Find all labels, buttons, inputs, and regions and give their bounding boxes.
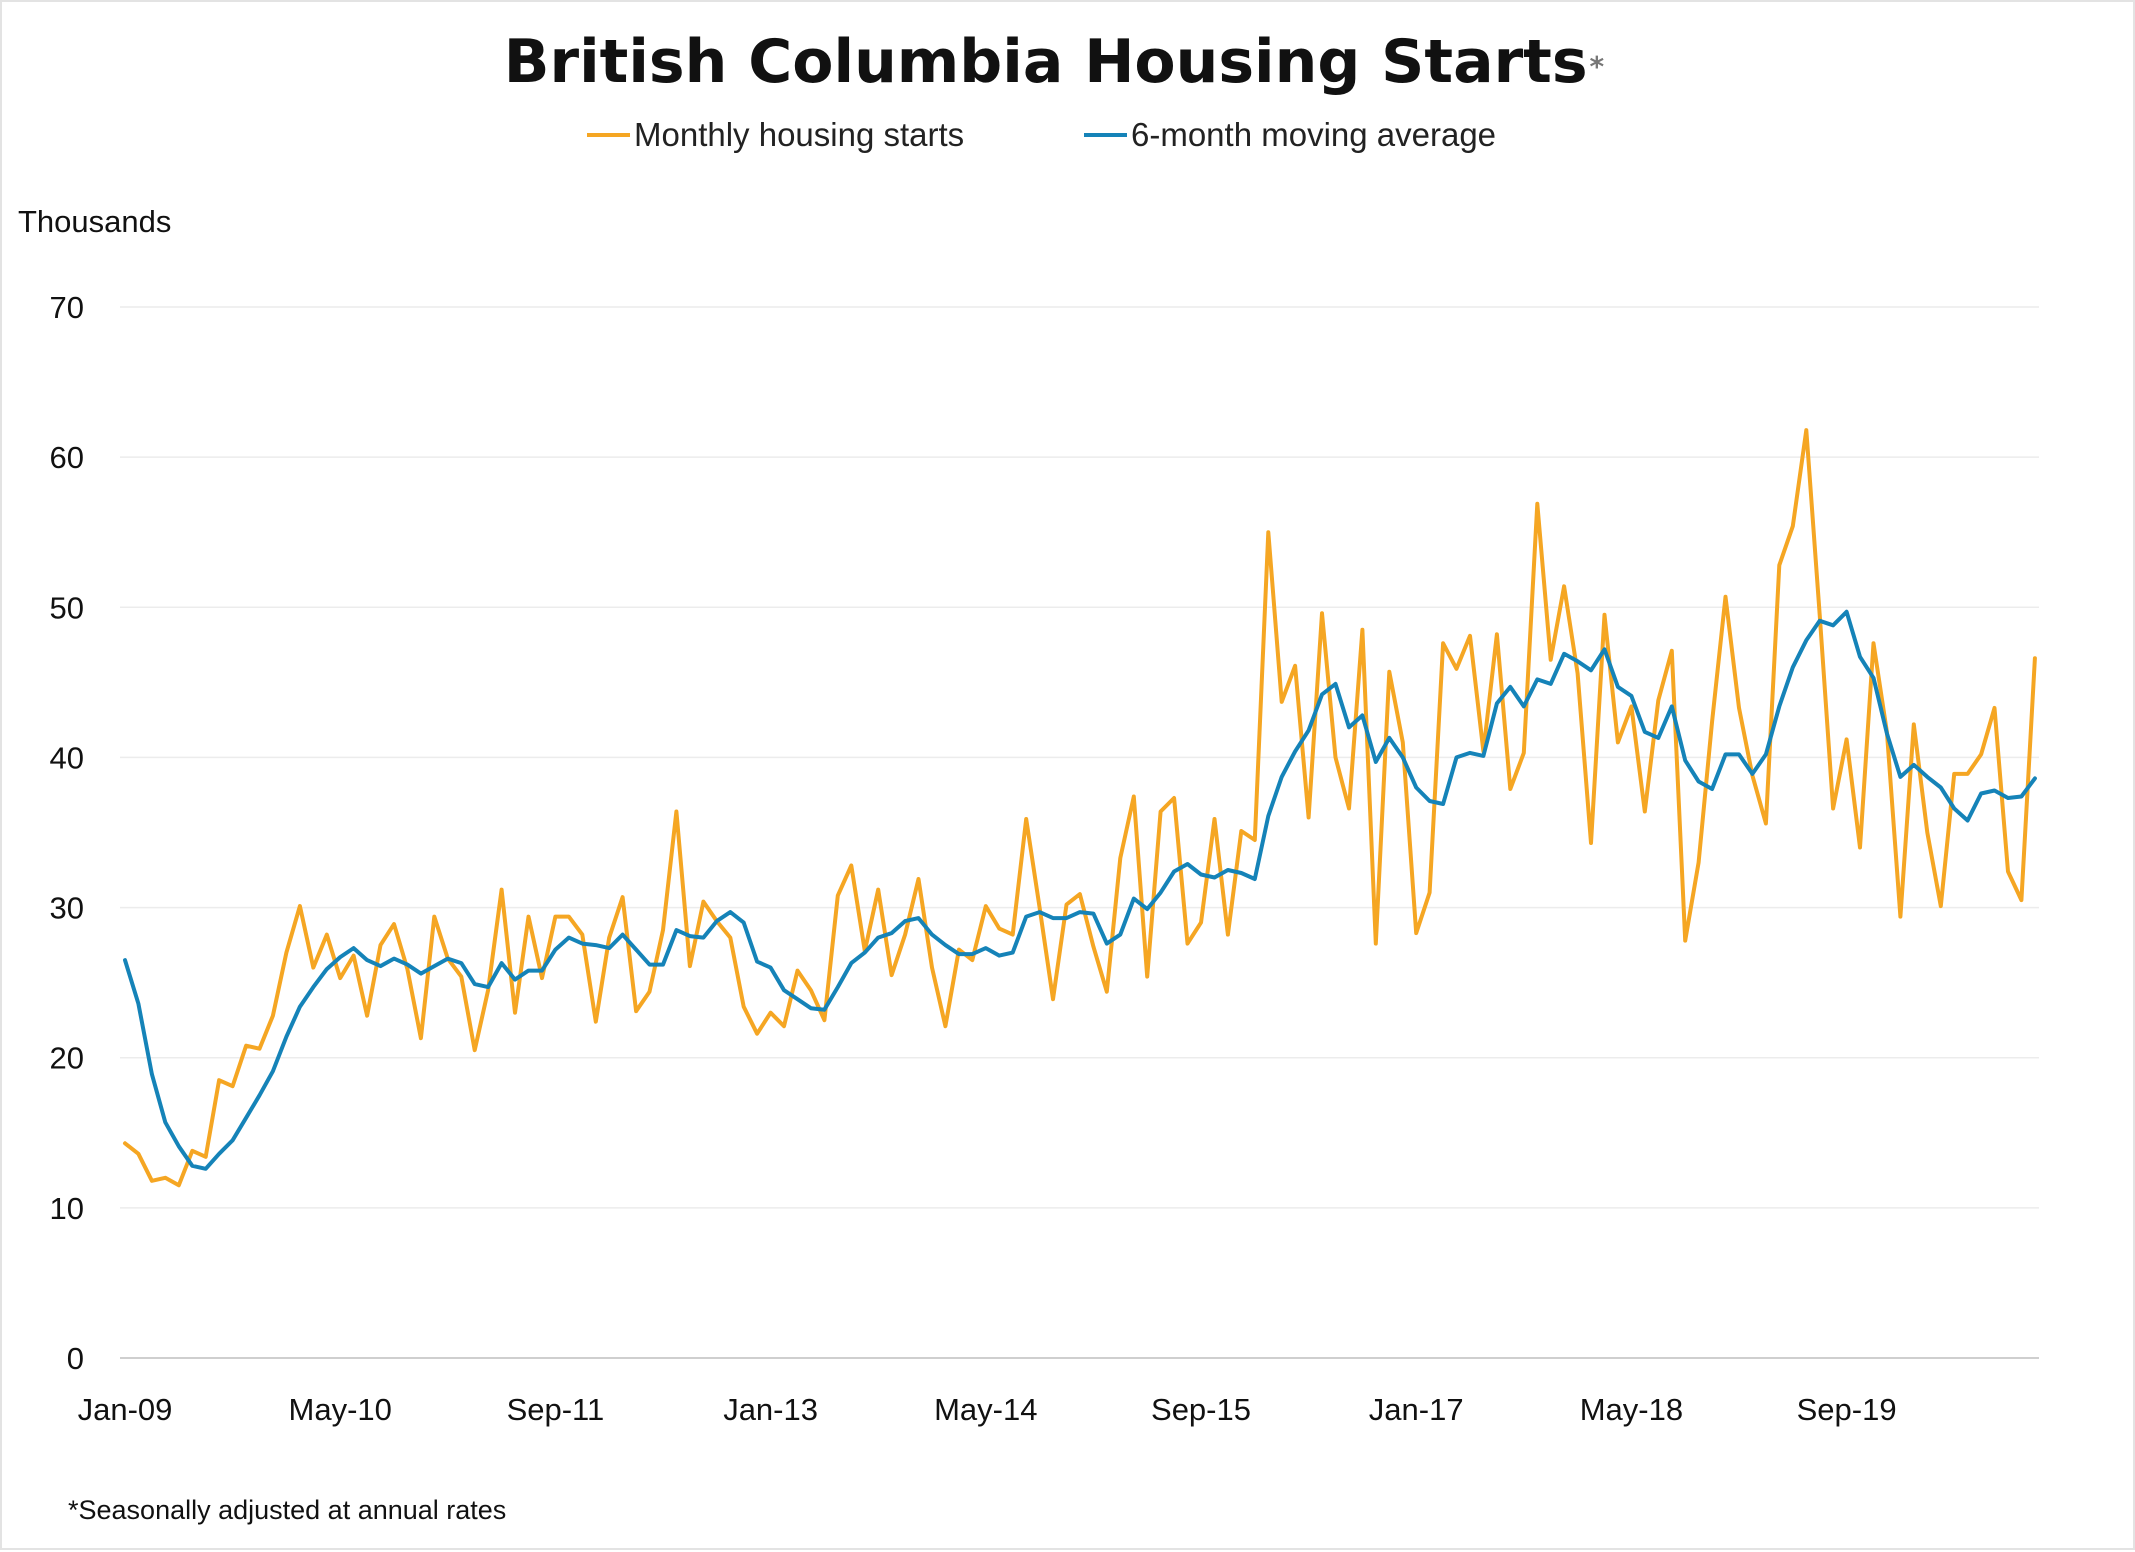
x-axis-ticks: Jan-09 May-10 Sep-11 Jan-13 May-14 Sep-15 Jan-… xyxy=(78,1392,1897,1427)
legend-label-monthly-housing-starts: Monthly housing starts xyxy=(634,116,964,153)
chart-title: British Columbia Housing Starts* xyxy=(504,27,1605,97)
chart-title-asterisk: * xyxy=(1590,50,1605,83)
y-tick-label-0: 0 xyxy=(67,1341,84,1376)
y-axis-unit-label: Thousands xyxy=(18,204,171,239)
series-line-6-month-moving-average xyxy=(123,609,2037,1171)
y-tick-label-60: 60 xyxy=(50,440,84,475)
x-tick-label-jan-13: Jan-13 xyxy=(723,1392,818,1427)
y-tick-label-40: 40 xyxy=(50,740,84,775)
x-tick-label-jan-17: Jan-17 xyxy=(1369,1392,1464,1427)
chart-title-text: British Columbia Housing Starts xyxy=(504,27,1588,97)
y-axis-ticks: 0 10 20 30 40 50 60 70 xyxy=(50,290,84,1376)
series-lines xyxy=(123,428,2037,1188)
x-tick-label-may-14: May-14 xyxy=(934,1392,1037,1427)
legend-label-6-month-moving-average: 6-month moving average xyxy=(1131,116,1496,153)
y-tick-label-10: 10 xyxy=(50,1191,84,1226)
x-tick-label-sep-19: Sep-19 xyxy=(1797,1392,1897,1427)
x-tick-label-sep-11: Sep-11 xyxy=(507,1392,605,1427)
x-tick-label-jan-09: Jan-09 xyxy=(78,1392,173,1427)
x-tick-label-may-18: May-18 xyxy=(1580,1392,1683,1427)
x-tick-label-sep-15: Sep-15 xyxy=(1151,1392,1251,1427)
y-tick-label-50: 50 xyxy=(50,590,84,625)
chart-footnote: *Seasonally adjusted at annual rates xyxy=(68,1495,506,1525)
y-tick-label-70: 70 xyxy=(50,290,84,325)
y-tick-label-30: 30 xyxy=(50,891,84,926)
x-tick-label-may-10: May-10 xyxy=(289,1392,392,1427)
chart-legend: Monthly housing starts 6-month moving av… xyxy=(587,116,1496,153)
gridlines xyxy=(120,306,2039,1209)
y-tick-label-20: 20 xyxy=(50,1041,84,1076)
series-line-monthly-housing-starts xyxy=(123,428,2037,1188)
